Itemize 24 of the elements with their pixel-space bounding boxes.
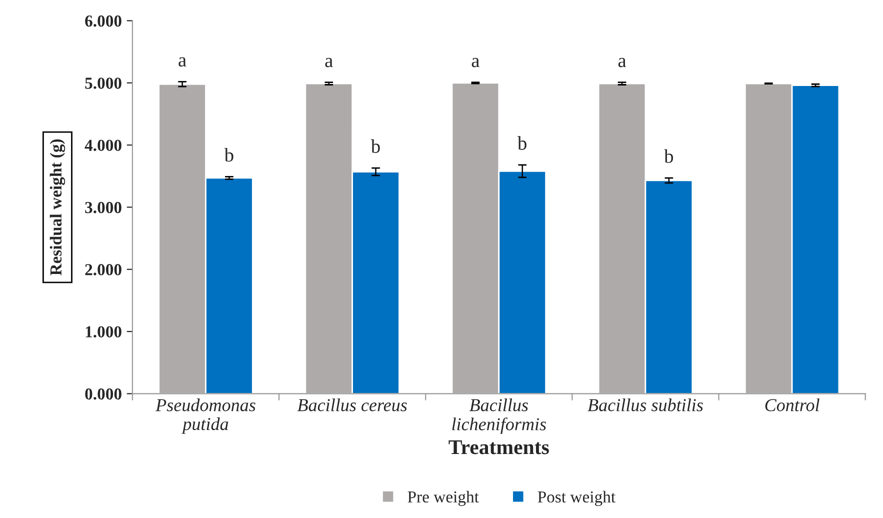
x-tick-label: Bacillus cereus bbox=[297, 398, 407, 412]
annotation: b bbox=[517, 136, 526, 150]
x-tick-label: Pseudomonas putida bbox=[155, 398, 256, 434]
legend-label: Pre weight bbox=[408, 490, 479, 506]
y-tick-label: 5.000 bbox=[85, 78, 122, 89]
y-tick-label: 1.000 bbox=[86, 326, 122, 338]
annotation: b bbox=[224, 148, 234, 162]
x-tick-label: Bacillus subtilis bbox=[588, 398, 703, 412]
y-tick-label: 4.000 bbox=[84, 140, 122, 152]
y-tick-label: 0.000 bbox=[85, 388, 122, 400]
legend-label: Post weight bbox=[538, 490, 616, 506]
y-axis-title: Residual weight (g) bbox=[50, 139, 66, 276]
x-tick-label: Bacillus licheniformis bbox=[452, 398, 546, 434]
y-tick-label: 3.000 bbox=[85, 202, 122, 214]
y-tick-label: 6.000 bbox=[85, 15, 122, 27]
annotation: b bbox=[664, 149, 674, 163]
x-axis-title: Treatments bbox=[448, 440, 549, 454]
annotation: a bbox=[325, 58, 333, 68]
annotation: a bbox=[178, 57, 186, 67]
annotation: a bbox=[472, 58, 480, 68]
x-tick-label: Control bbox=[765, 398, 820, 412]
annotation: a bbox=[618, 58, 626, 68]
annotation: b bbox=[370, 139, 380, 153]
y-tick-label: 2.000 bbox=[85, 264, 122, 276]
